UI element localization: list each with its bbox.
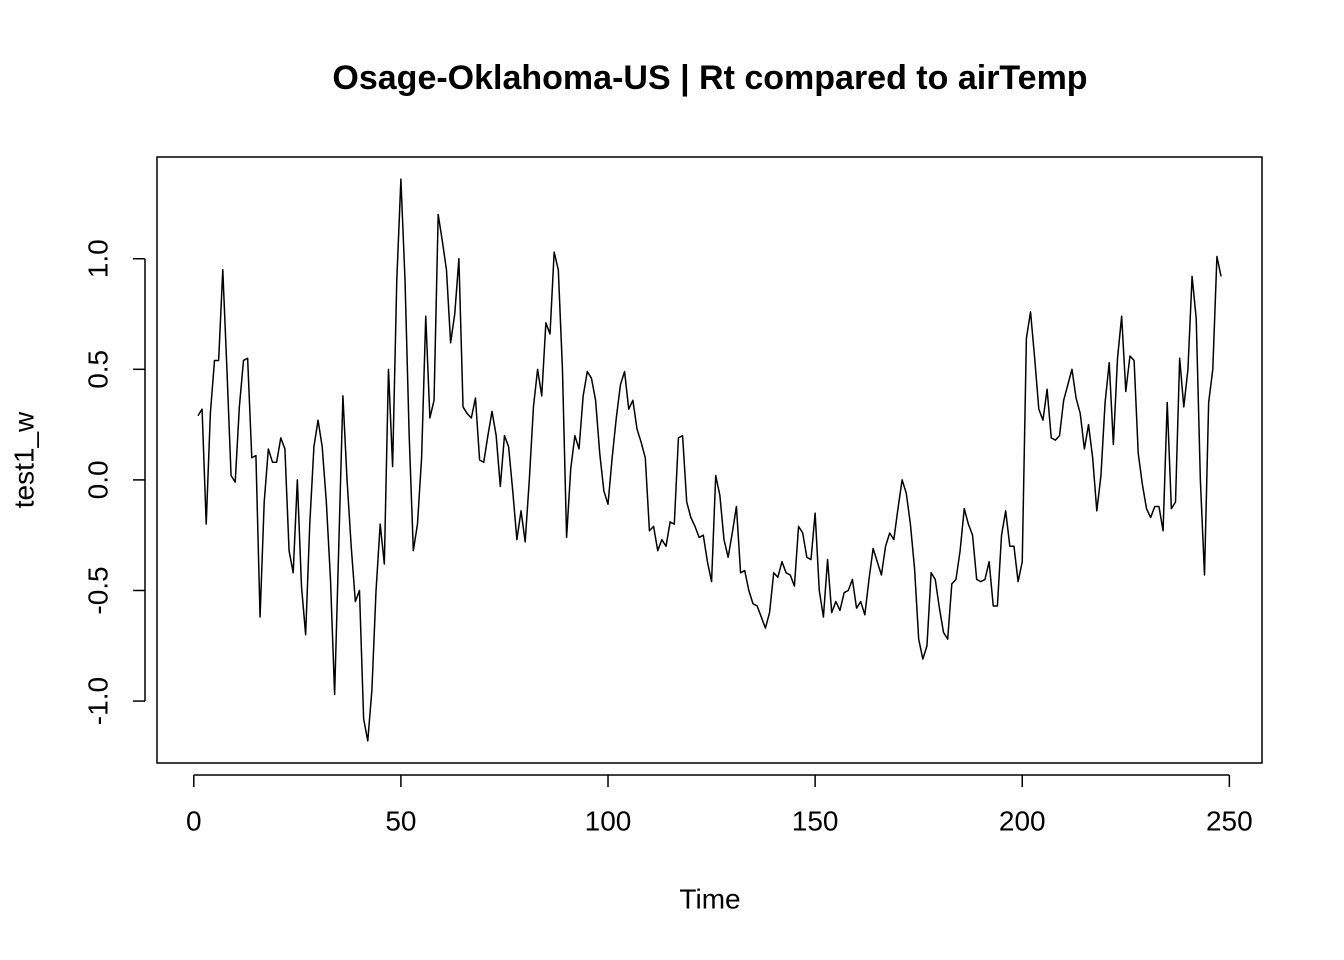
chart-title: Osage-Oklahoma-US | Rt compared to airTe… xyxy=(332,59,1087,97)
x-tick-label: 100 xyxy=(585,805,632,836)
y-axis-title: test1_w xyxy=(8,411,39,508)
y-tick-label: 1.0 xyxy=(82,239,113,278)
x-tick-label: 250 xyxy=(1206,805,1253,836)
y-tick-label: 0.0 xyxy=(82,460,113,499)
y-tick-label: 0.5 xyxy=(82,350,113,389)
plot-frame xyxy=(156,156,1263,764)
x-tick-label: 0 xyxy=(186,805,202,836)
x-tick-label: 200 xyxy=(999,805,1046,836)
y-tick-label: -0.5 xyxy=(82,566,113,614)
x-axis-title: Time xyxy=(679,883,740,914)
x-tick-label: 50 xyxy=(385,805,416,836)
y-tick-label: -1.0 xyxy=(82,677,113,725)
data-line xyxy=(197,178,1222,742)
x-tick-label: 150 xyxy=(792,805,839,836)
